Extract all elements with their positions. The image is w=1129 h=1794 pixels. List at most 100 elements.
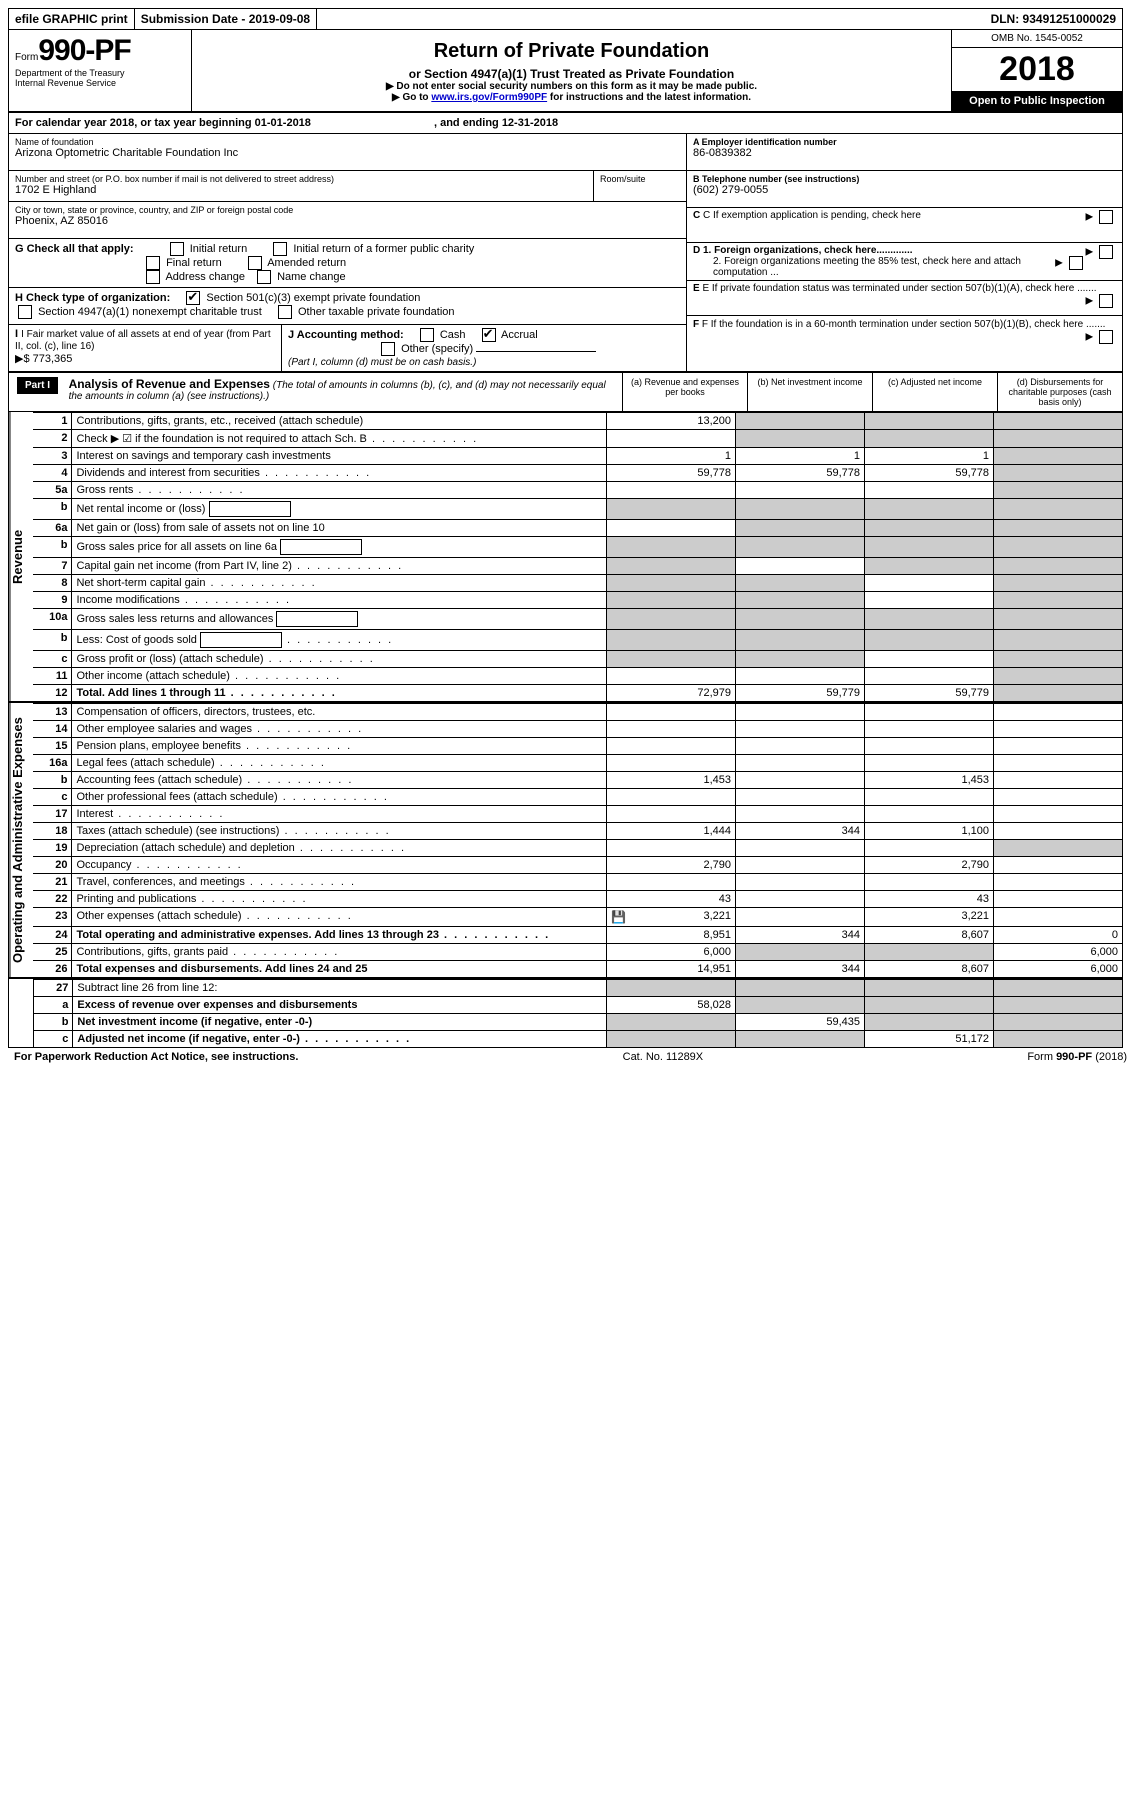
table-row: 24 Total operating and administrative ex… xyxy=(33,927,1122,944)
foreign-org-checkbox[interactable] xyxy=(1099,245,1113,259)
table-row: 13 Compensation of officers, directors, … xyxy=(33,704,1122,721)
foundation-name: Arizona Optometric Charitable Foundation… xyxy=(15,147,680,159)
revenue-table: 1 Contributions, gifts, grants, etc., re… xyxy=(33,412,1122,701)
other-taxable-checkbox[interactable] xyxy=(278,305,292,319)
city-state-zip: Phoenix, AZ 85016 xyxy=(15,215,680,227)
header-left: Form990-PF Department of the Treasury In… xyxy=(9,30,192,111)
final-return-checkbox[interactable] xyxy=(146,256,160,270)
attachment-icon[interactable]: 💾 xyxy=(611,910,626,924)
table-row: 17 Interest xyxy=(33,806,1122,823)
g-check-all: G Check all that apply: Initial return I… xyxy=(9,239,686,288)
expenses-label: Operating and Administrative Expenses xyxy=(9,703,33,977)
col-c-header: (c) Adjusted net income xyxy=(872,373,997,411)
table-row: 4 Dividends and interest from securities… xyxy=(33,465,1122,482)
table-row: 21 Travel, conferences, and meetings xyxy=(33,874,1122,891)
ein-value: 86-0839382 xyxy=(693,147,1116,159)
d-foreign: D 1. Foreign organizations, check here..… xyxy=(687,243,1122,281)
tax-year: 2018 xyxy=(952,48,1122,91)
table-row: 25 Contributions, gifts, grants paid 6,0… xyxy=(33,944,1122,961)
table-row: 18 Taxes (attach schedule) (see instruct… xyxy=(33,823,1122,840)
top-bar: efile GRAPHIC print Submission Date - 20… xyxy=(9,9,1122,30)
status-terminated-checkbox[interactable] xyxy=(1099,294,1113,308)
header-center: Return of Private Foundation or Section … xyxy=(192,30,951,111)
table-row: c Other professional fees (attach schedu… xyxy=(33,789,1122,806)
table-row: 16a Legal fees (attach schedule) xyxy=(33,755,1122,772)
other-method-checkbox[interactable] xyxy=(381,342,395,356)
table-row: 20 Occupancy 2,790 2,790 xyxy=(33,857,1122,874)
table-row: 5a Gross rents xyxy=(33,482,1122,499)
name-change-checkbox[interactable] xyxy=(257,270,271,284)
col-b-header: (b) Net investment income xyxy=(747,373,872,411)
part1-badge: Part I xyxy=(17,377,58,394)
table-row: b Less: Cost of goods sold xyxy=(33,630,1122,651)
efile-label: efile GRAPHIC print xyxy=(9,9,135,29)
exemption-pending-checkbox[interactable] xyxy=(1099,210,1113,224)
foreign-85-checkbox[interactable] xyxy=(1069,256,1083,270)
entity-info: Name of foundation Arizona Optometric Ch… xyxy=(9,134,1122,373)
phone-block: B Telephone number (see instructions) (6… xyxy=(687,171,1122,208)
table-row: 1 Contributions, gifts, grants, etc., re… xyxy=(33,413,1122,430)
table-row: b Net investment income (if negative, en… xyxy=(34,1014,1122,1031)
address-change-checkbox[interactable] xyxy=(146,270,160,284)
omb-number: OMB No. 1545-0052 xyxy=(952,30,1122,48)
dept-treasury: Department of the Treasury xyxy=(15,68,185,78)
expenses-table: 13 Compensation of officers, directors, … xyxy=(33,703,1122,977)
4947a1-checkbox[interactable] xyxy=(18,305,32,319)
initial-return-checkbox[interactable] xyxy=(170,242,184,256)
amended-return-checkbox[interactable] xyxy=(248,256,262,270)
bottom-section: 27 Subtract line 26 from line 12: a Exce… xyxy=(9,979,1122,1047)
501c3-checkbox[interactable] xyxy=(186,291,200,305)
initial-return-former-checkbox[interactable] xyxy=(273,242,287,256)
header-right: OMB No. 1545-0052 2018 Open to Public In… xyxy=(951,30,1122,111)
f-60month: F F If the foundation is in a 60-month t… xyxy=(687,316,1122,333)
cat-no: Cat. No. 11289X xyxy=(623,1051,704,1063)
phone-value: (602) 279-0055 xyxy=(693,184,1116,196)
table-row: 14 Other employee salaries and wages xyxy=(33,721,1122,738)
bottom-table: 27 Subtract line 26 from line 12: a Exce… xyxy=(34,979,1122,1047)
table-row: 2 Check ▶ ☑ if the foundation is not req… xyxy=(33,430,1122,448)
table-row: 26 Total expenses and disbursements. Add… xyxy=(33,961,1122,978)
accrual-checkbox[interactable] xyxy=(482,328,496,342)
table-row: 22 Printing and publications 43 43 xyxy=(33,891,1122,908)
expenses-section: Operating and Administrative Expenses 13… xyxy=(9,703,1122,979)
form-number: 990-PF xyxy=(38,34,130,67)
header: Form990-PF Department of the Treasury In… xyxy=(9,30,1122,113)
60month-checkbox[interactable] xyxy=(1099,330,1113,344)
goto-note: ▶ Go to www.irs.gov/Form990PF for instru… xyxy=(198,92,945,103)
column-headers: (a) Revenue and expenses per books (b) N… xyxy=(622,373,1122,411)
table-row: 3 Interest on savings and temporary cash… xyxy=(33,448,1122,465)
instructions-link[interactable]: www.irs.gov/Form990PF xyxy=(431,92,547,103)
submission-date: Submission Date - 2019-09-08 xyxy=(135,9,317,29)
part1-header-row: Part I Analysis of Revenue and Expenses … xyxy=(9,373,1122,412)
ssn-note: ▶ Do not enter social security numbers o… xyxy=(198,81,945,92)
table-row: 6a Net gain or (loss) from sale of asset… xyxy=(33,520,1122,537)
ein-block: A Employer identification number 86-0839… xyxy=(687,134,1122,171)
address-block: Number and street (or P.O. box number if… xyxy=(9,171,686,202)
table-row: b Accounting fees (attach schedule) 1,45… xyxy=(33,772,1122,789)
calendar-year-row: For calendar year 2018, or tax year begi… xyxy=(9,113,1122,134)
table-row: 12 Total. Add lines 1 through 11 72,979 … xyxy=(33,685,1122,702)
info-right: A Employer identification number 86-0839… xyxy=(686,134,1122,371)
table-row: 11 Other income (attach schedule) xyxy=(33,668,1122,685)
table-row: 15 Pension plans, employee benefits xyxy=(33,738,1122,755)
table-row: c Gross profit or (loss) (attach schedul… xyxy=(33,651,1122,668)
cash-checkbox[interactable] xyxy=(420,328,434,342)
table-row: 9 Income modifications xyxy=(33,592,1122,609)
info-left: Name of foundation Arizona Optometric Ch… xyxy=(9,134,686,371)
revenue-section: Revenue 1 Contributions, gifts, grants, … xyxy=(9,412,1122,703)
table-row: b Gross sales price for all assets on li… xyxy=(33,537,1122,558)
form-title: Return of Private Foundation xyxy=(198,40,945,63)
paperwork-notice: For Paperwork Reduction Act Notice, see … xyxy=(14,1051,298,1063)
c-exemption: C C If exemption application is pending,… xyxy=(687,208,1122,243)
footer: For Paperwork Reduction Act Notice, see … xyxy=(8,1048,1129,1066)
table-row: 19 Depreciation (attach schedule) and de… xyxy=(33,840,1122,857)
fmv-value: ▶$ 773,365 xyxy=(15,353,72,365)
h-org-type: H Check type of organization: Section 50… xyxy=(9,288,686,325)
table-row: 10a Gross sales less returns and allowan… xyxy=(33,609,1122,630)
col-a-header: (a) Revenue and expenses per books xyxy=(622,373,747,411)
table-row: 8 Net short-term capital gain xyxy=(33,575,1122,592)
e-terminated: E E If private foundation status was ter… xyxy=(687,281,1122,316)
table-row: b Net rental income or (loss) xyxy=(33,499,1122,520)
table-row: 7 Capital gain net income (from Part IV,… xyxy=(33,558,1122,575)
table-row: 23 Other expenses (attach schedule) 💾 3,… xyxy=(33,908,1122,927)
